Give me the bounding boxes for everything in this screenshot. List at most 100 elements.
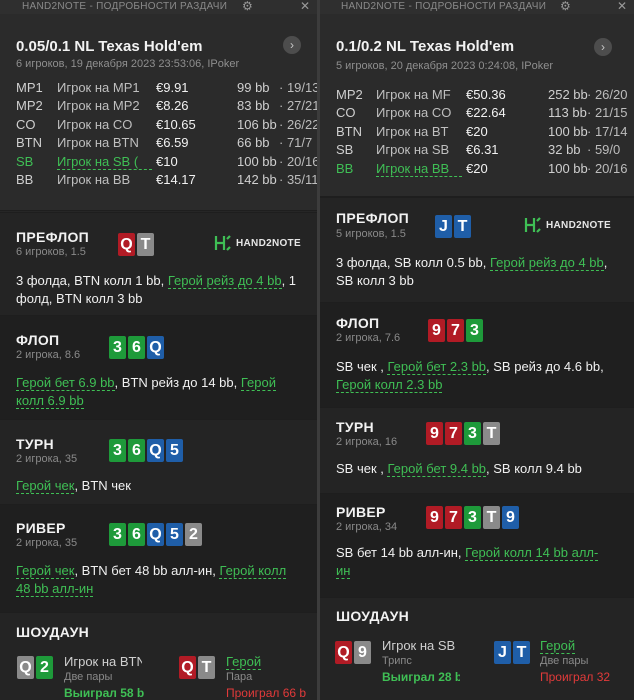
hero-action-link[interactable]: Герой бет 9.4 bb [387, 461, 487, 477]
player-name[interactable]: Игрок на BB [57, 172, 131, 187]
game-header: 0.05/0.1 NL Texas Hold'em › 6 игроков, 1… [0, 14, 317, 211]
hero-action-link[interactable]: Герой колл [219, 563, 287, 579]
action-line: Герой колл 2.3 bb [336, 376, 604, 394]
player-name[interactable]: Игрок на CO [57, 116, 133, 132]
player-row: CO Игрок на CO €22.64 113 bb · 21/15 [336, 105, 634, 122]
player-stack-bb: 99 bb [237, 80, 270, 95]
action-text: , BTN бет 48 bb алл-ин, [74, 563, 220, 578]
hero-action-link[interactable]: Герой рейз до 4 bb [490, 255, 604, 271]
player-position: CO [16, 116, 36, 132]
gear-icon[interactable]: ⚙ [560, 0, 572, 13]
player-stack: €6.59 [156, 135, 189, 151]
hero-action-link[interactable]: колл 6.9 bb [16, 393, 84, 409]
player-stack: €22.64 [466, 105, 506, 121]
street-actions: SB бет 14 bb алл-ин, Герой колл 14 bb ал… [336, 544, 599, 580]
street-actions: Герой бет 6.9 bb, BTN рейз до 14 bb, Гер… [16, 374, 276, 410]
player-stats: · 26/20 [587, 87, 628, 102]
hero-action-link[interactable]: Герой колл 14 bb алл- [465, 545, 599, 561]
player-position: BTN [16, 135, 42, 151]
hand2note-logo: HAND2NOTE [524, 216, 611, 234]
player-stack: €20 [466, 160, 488, 176]
player-stats: · 26/22 [279, 116, 317, 132]
close-icon[interactable]: ✕ [617, 0, 628, 13]
action-line: SB бет 14 bb алл-ин, Герой колл 14 bb ал… [336, 544, 599, 562]
player-name[interactable]: Игрок на MF [376, 87, 451, 102]
player-stats: · 27/21 [279, 98, 317, 114]
hero-action-link[interactable]: Герой чек [16, 478, 75, 494]
player-row: MP2 Игрок на MP2 €8.26 83 bb · 27/21 [16, 98, 317, 115]
player-row: SB Игрок на SB €6.31 32 bb · 59/0 [336, 142, 634, 159]
game-title: 0.1/0.2 NL Texas Hold'em [336, 38, 515, 55]
action-line: SB колл 3 bb [336, 272, 607, 290]
player-name[interactable]: Игрок на MP1 [57, 80, 140, 95]
street-info: 2 игрока, 35 [16, 537, 78, 549]
hand2note-logo: HAND2NOTE [214, 234, 301, 252]
player-name[interactable]: Игрок на MP2 [57, 98, 140, 114]
hero-action-link[interactable]: ин [336, 563, 351, 579]
player-name[interactable]: Игрок на SB ( [57, 154, 152, 170]
playing-card: 5 [166, 439, 183, 462]
hero-action-link[interactable]: Герой бет 2.3 bb [387, 359, 487, 375]
action-text: , 1 [281, 273, 297, 288]
showdown-result: Проиграл 32 [540, 670, 611, 684]
panel-divider [317, 0, 320, 700]
playing-card: J [494, 641, 511, 664]
showdown-hero-name[interactable]: Герой [226, 654, 262, 670]
player-position: BB [336, 160, 354, 176]
player-name[interactable]: Игрок на BT [376, 123, 449, 139]
playing-card: T [454, 215, 471, 238]
window-title: HAND2NOTE - ПОДРОБНОСТИ РАЗДАЧИ [22, 1, 228, 12]
hero-action-link[interactable]: 48 bb алл-ин [16, 581, 94, 597]
player-stack: €10 [156, 153, 178, 169]
street-title: ШОУДАУН [336, 608, 410, 624]
player-row: MP2 Игрок на MF €50.36 252 bb · 26/20 [336, 87, 634, 104]
player-row: BTN Игрок на BT €20 100 bb · 17/14 [336, 124, 634, 141]
hero-action-link[interactable]: Герой рейз до 4 bb [167, 273, 282, 289]
gear-icon[interactable]: ⚙ [242, 0, 254, 13]
hero-action-link[interactable]: Герой бет 6.9 bb [16, 375, 115, 391]
player-row: CO Игрок на CO €10.65 106 bb · 26/22 [16, 116, 317, 134]
hand-details-panel-left: HAND2NOTE - ПОДРОБНОСТИ РАЗДАЧИ ⚙ ✕ 0.05… [0, 0, 317, 700]
player-name[interactable]: Игрок на CO [376, 105, 452, 121]
street-actions: Герой чек, BTN чек [16, 477, 131, 495]
player-stack-bb: 142 bb [237, 172, 277, 187]
player-name[interactable]: Игрок на BB [376, 161, 462, 177]
player-name[interactable]: Игрок на SB [376, 142, 450, 158]
player-stack: €10.65 [156, 116, 196, 132]
player-position: BTN [336, 123, 362, 139]
expand-arrow-button[interactable]: › [594, 38, 612, 56]
playing-card: 6 [128, 336, 145, 359]
playing-card: Q [147, 336, 164, 359]
player-name[interactable]: Игрок на BTN [57, 135, 139, 151]
playing-card: 9 [502, 506, 519, 529]
expand-arrow-button[interactable]: › [283, 36, 301, 54]
playing-card: Q [17, 656, 34, 679]
hero-action-link[interactable]: Герой [240, 375, 276, 391]
game-info: 6 игроков, 19 декабря 2023 23:53:06, IPo… [16, 58, 240, 70]
close-icon[interactable]: ✕ [300, 0, 311, 13]
hero-action-link[interactable]: Герой колл 2.3 bb [336, 377, 443, 393]
street-info: 2 игрока, 8.6 [16, 349, 81, 361]
player-stack: €6.31 [466, 142, 499, 158]
player-row: SB Игрок на SB (€10 100 bb · 20/16 [16, 153, 317, 171]
playing-card: 9 [426, 506, 443, 529]
action-text: фолд, BTN колл 3 bb [16, 291, 143, 306]
action-text: , [603, 255, 608, 270]
action-line: Герой бет 6.9 bb, BTN рейз до 14 bb, Гер… [16, 374, 276, 392]
playing-card: 3 [464, 506, 481, 529]
hero-action-link[interactable]: Герой чек [16, 563, 75, 579]
showdown-hero-name[interactable]: Герой [540, 638, 576, 654]
player-stack: €20 [466, 123, 488, 139]
hand2note-logo-icon [214, 234, 232, 252]
playing-card: 9 [428, 319, 445, 342]
action-line: ин [336, 562, 598, 580]
playing-card: 7 [445, 506, 462, 529]
